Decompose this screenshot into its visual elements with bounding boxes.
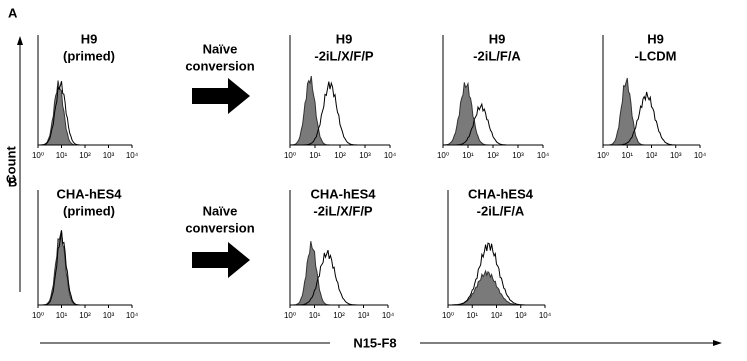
- tick-label: 10¹: [309, 311, 321, 320]
- histogram-filled: [603, 77, 700, 146]
- tick-label: 10⁴: [384, 151, 397, 160]
- y-label: Count: [3, 146, 18, 184]
- tick-label: 10²: [491, 311, 503, 320]
- row-label: A: [8, 5, 18, 20]
- tick-label: 10²: [487, 151, 499, 160]
- histogram-filled: [448, 269, 545, 306]
- tick-label: 10¹: [621, 151, 633, 160]
- tick-label: 10¹: [56, 311, 68, 320]
- histogram-filled: [290, 241, 388, 306]
- panel-title: H9: [647, 31, 664, 46]
- tick-label: 10³: [515, 311, 527, 320]
- tick-label: 10⁰: [32, 151, 44, 160]
- panel-title: H9: [336, 31, 353, 46]
- tick-label: 10³: [103, 151, 115, 160]
- tick-label: 10³: [512, 151, 524, 160]
- tick-label: 10³: [359, 151, 371, 160]
- histogram-open: [38, 230, 132, 306]
- tick-label: 10⁴: [126, 151, 139, 160]
- arrow-label: Naïve: [203, 203, 238, 218]
- arrow-label: conversion: [185, 58, 254, 73]
- tick-label: 10³: [670, 151, 682, 160]
- tick-label: 10²: [646, 151, 658, 160]
- panel-title: H9: [489, 31, 506, 46]
- arrowhead: [17, 36, 23, 45]
- tick-label: 10⁴: [539, 311, 552, 320]
- panel-title: CHA-hES4: [310, 186, 376, 201]
- block-arrow: [192, 242, 250, 278]
- tick-label: 10³: [103, 311, 115, 320]
- panel-title: -LCDM: [635, 48, 677, 63]
- tick-label: 10⁰: [32, 311, 44, 320]
- panel-title: (primed): [63, 203, 115, 218]
- arrowhead: [713, 340, 722, 346]
- panel-title: -2iL/F/A: [477, 203, 525, 218]
- panel-title: CHA-hES4: [56, 186, 122, 201]
- tick-label: 10¹: [466, 311, 478, 320]
- panel-title: -2iL/X/F/P: [314, 48, 374, 63]
- panel-title: (primed): [63, 48, 115, 63]
- tick-label: 10⁰: [284, 311, 296, 320]
- row-label: B: [8, 174, 17, 189]
- tick-label: 10²: [334, 151, 346, 160]
- tick-label: 10²: [333, 311, 345, 320]
- panel-title: H9: [81, 31, 98, 46]
- panel-title: -2iL/X/F/P: [313, 203, 373, 218]
- tick-label: 10⁰: [284, 151, 296, 160]
- tick-label: 10⁴: [126, 311, 139, 320]
- tick-label: 10²: [79, 151, 91, 160]
- tick-label: 10¹: [56, 151, 68, 160]
- tick-label: 10⁰: [437, 151, 449, 160]
- x-label: N15-F8: [353, 335, 396, 350]
- tick-label: 10⁴: [694, 151, 707, 160]
- tick-label: 10³: [358, 311, 370, 320]
- arrow-label: conversion: [185, 220, 254, 235]
- tick-label: 10⁴: [537, 151, 550, 160]
- tick-label: 10⁴: [382, 311, 395, 320]
- histogram-filled: [289, 75, 390, 146]
- panel-title: -2iL/F/A: [473, 48, 521, 63]
- tick-label: 10⁰: [597, 151, 609, 160]
- block-arrow: [192, 78, 250, 114]
- tick-label: 10¹: [462, 151, 474, 160]
- tick-label: 10²: [79, 311, 91, 320]
- tick-label: 10¹: [309, 151, 321, 160]
- tick-label: 10⁰: [442, 311, 454, 320]
- panel-title: CHA-hES4: [468, 186, 534, 201]
- histogram-filled: [38, 80, 132, 146]
- arrow-label: Naïve: [203, 41, 238, 56]
